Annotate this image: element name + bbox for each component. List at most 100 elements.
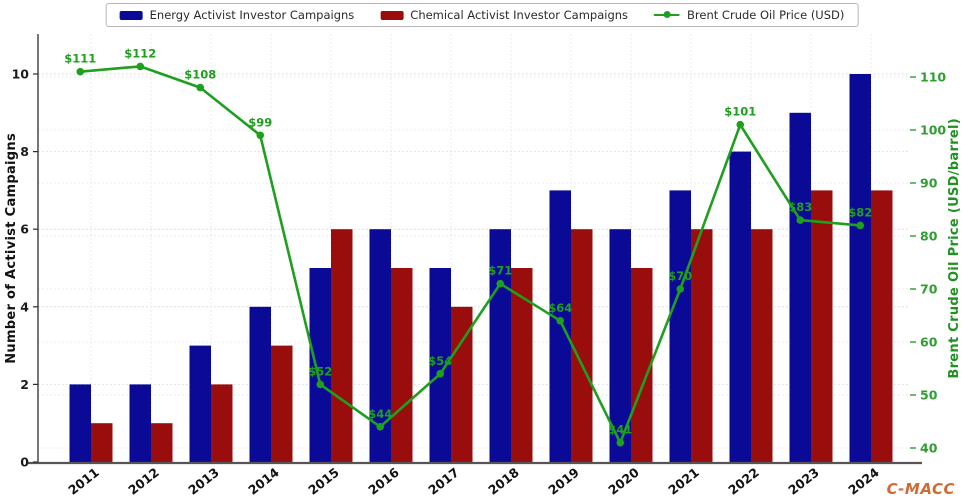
bar-energy-2013 [189, 345, 211, 462]
legend-label: Energy Activist Investor Campaigns [149, 8, 355, 22]
oil-price-marker-2023 [796, 216, 805, 224]
left-axis-title: Number of Activist Campaigns [1, 34, 21, 462]
oil-price-label-2012: $112 [124, 46, 156, 60]
x-tick-label-2024: 2024 [845, 464, 882, 497]
oil-price-marker-2014 [256, 131, 265, 140]
oil-price-marker-2016 [376, 423, 385, 431]
right-axis-title-text: Brent Crude Oil Price (USD/barrel) [946, 117, 962, 379]
bar-energy-2014 [249, 306, 271, 462]
left-tick-label-6: 6 [20, 222, 29, 237]
legend-item-2: Brent Crude Oil Price (USD) [654, 8, 844, 22]
oil-price-marker-2013 [196, 83, 205, 92]
x-tick-label-2019: 2019 [545, 465, 582, 498]
bar-chemical-2013 [211, 384, 233, 462]
legend-swatch-icon [119, 10, 143, 20]
bar-chemical-2021 [691, 229, 713, 462]
oil-price-label-2016: $44 [368, 407, 392, 421]
x-tick-label-2011: 2011 [65, 465, 102, 498]
left-tick-label-2: 2 [20, 377, 29, 392]
oil-price-label-2019: $64 [548, 301, 572, 315]
bar-chemical-2011 [91, 423, 113, 462]
oil-price-marker-2012 [136, 62, 145, 71]
left-axis-title-text: Number of Activist Campaigns [3, 132, 19, 364]
oil-price-marker-2011 [76, 67, 85, 76]
oil-price-label-2015: $52 [308, 364, 332, 378]
bar-energy-2024 [849, 74, 871, 462]
bar-energy-2020 [609, 229, 631, 462]
bar-chemical-2012 [151, 423, 173, 462]
bar-chemical-2015 [331, 229, 353, 462]
right-tick-label-100: 100 [920, 123, 946, 138]
bar-chemical-2020 [631, 268, 653, 462]
legend-swatch-icon [380, 10, 404, 20]
x-tick-label-2015: 2015 [305, 465, 342, 498]
oil-price-label-2011: $111 [64, 52, 96, 66]
oil-price-marker-2015 [316, 380, 325, 389]
left-tick-label-10: 10 [12, 67, 30, 82]
right-tick-label-80: 80 [920, 229, 938, 244]
legend-item-0: Energy Activist Investor Campaigns [119, 8, 355, 22]
bar-energy-2019 [549, 190, 571, 462]
bar-chemical-2016 [391, 268, 413, 462]
oil-price-label-2024: $82 [848, 205, 872, 219]
oil-price-label-2023: $83 [788, 200, 812, 214]
x-tick-label-2022: 2022 [725, 465, 762, 498]
bar-energy-2023 [789, 112, 811, 463]
bar-energy-2012 [129, 384, 151, 462]
bar-chemical-2019 [571, 229, 593, 462]
chart-legend: Energy Activist Investor Campaigns Chemic… [105, 3, 859, 27]
bar-energy-2016 [369, 229, 391, 462]
bar-energy-2015 [309, 268, 331, 462]
legend-label: Brent Crude Oil Price (USD) [687, 8, 845, 22]
oil-price-marker-2020 [616, 438, 625, 447]
oil-price-line [80, 65, 861, 445]
x-tick-label-2012: 2012 [125, 465, 162, 498]
oil-price-marker-2018 [496, 279, 505, 288]
bar-chemical-2024 [871, 190, 893, 462]
legend-label: Chemical Activist Investor Campaigns [410, 8, 629, 22]
x-tick-label-2020: 2020 [605, 464, 642, 497]
legend-item-1: Chemical Activist Investor Campaigns [380, 8, 628, 22]
x-tick-label-2014: 2014 [245, 464, 282, 497]
x-tick-label-2016: 2016 [365, 464, 402, 497]
bar-energy-2021 [669, 190, 691, 462]
right-tick-label-50: 50 [920, 388, 938, 403]
x-tick-label-2023: 2023 [785, 465, 822, 498]
bar-chemical-2017 [451, 306, 473, 462]
oil-price-marker-2017 [436, 370, 445, 378]
bar-energy-2017 [429, 268, 451, 462]
oil-price-marker-2019 [556, 317, 565, 325]
x-tick-label-2018: 2018 [485, 465, 522, 498]
oil-price-marker-2024 [856, 221, 865, 230]
right-tick-label-90: 90 [920, 176, 938, 191]
right-tick-label-110: 110 [920, 70, 946, 85]
oil-price-label-2017: $54 [428, 354, 452, 368]
legend-line-marker-icon [654, 11, 681, 20]
oil-price-label-2014: $99 [248, 115, 272, 129]
oil-price-label-2022: $101 [724, 105, 756, 119]
oil-price-marker-2022 [736, 120, 745, 129]
oil-price-label-2020: $41 [608, 423, 632, 437]
oil-price-marker-2021 [676, 285, 685, 293]
right-tick-label-70: 70 [920, 282, 938, 297]
oil-price-label-2018: $71 [488, 264, 512, 278]
right-tick-label-40: 40 [920, 441, 938, 456]
right-axis-title: Brent Crude Oil Price (USD/barrel) [944, 34, 964, 462]
x-tick-label-2021: 2021 [665, 465, 702, 498]
bar-chemical-2023 [811, 190, 833, 462]
left-tick-label-4: 4 [20, 299, 29, 314]
x-tick-label-2017: 2017 [425, 465, 462, 498]
oil-price-label-2013: $108 [184, 68, 216, 82]
bar-chemical-2022 [751, 229, 773, 462]
oil-price-label-2021: $70 [668, 269, 692, 283]
bar-chemical-2014 [271, 345, 293, 462]
watermark-cmacc: C-MACC [886, 480, 955, 498]
left-tick-label-0: 0 [20, 455, 29, 470]
right-tick-label-60: 60 [920, 335, 938, 350]
left-tick-label-8: 8 [20, 144, 29, 159]
bar-energy-2022 [729, 151, 751, 462]
bar-energy-2011 [69, 384, 91, 462]
x-tick-label-2013: 2013 [185, 465, 222, 498]
